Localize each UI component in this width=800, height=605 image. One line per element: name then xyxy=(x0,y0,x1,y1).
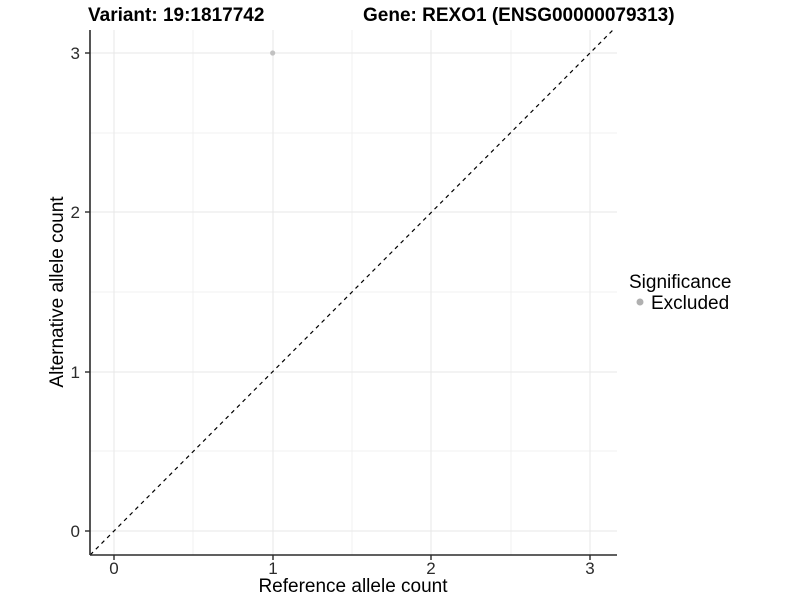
y-tick-0: 0 xyxy=(71,522,80,541)
x-tick-2: 2 xyxy=(426,559,435,578)
data-point xyxy=(270,50,276,56)
y-tick-2: 2 xyxy=(71,203,80,222)
x-axis-tick-labels: 0 1 2 3 xyxy=(109,559,594,578)
x-axis-title: Reference allele count xyxy=(258,576,448,597)
y-axis-title: Alternative allele count xyxy=(47,196,68,388)
legend-item-label: Excluded xyxy=(651,293,729,314)
legend: Significance Excluded xyxy=(629,272,731,314)
legend-key-dot-icon xyxy=(636,298,644,306)
x-tick-1: 1 xyxy=(268,559,277,578)
x-tick-3: 3 xyxy=(585,559,594,578)
y-tick-1: 1 xyxy=(71,363,80,382)
y-axis-tick-labels: 0 1 2 3 xyxy=(71,44,80,541)
legend-title: Significance xyxy=(629,272,731,293)
x-tick-0: 0 xyxy=(109,559,118,578)
plot-title-gene: Gene: REXO1 (ENSG00000079313) xyxy=(363,5,675,26)
axis-lines xyxy=(89,30,617,556)
grid-minor-lines xyxy=(90,30,617,555)
y-tick-3: 3 xyxy=(71,44,80,63)
grid-major-lines xyxy=(90,30,617,555)
axis-tick-marks xyxy=(85,52,591,560)
identity-reference-line xyxy=(89,28,615,556)
data-points-layer xyxy=(270,50,276,56)
plot-title-variant: Variant: 19:1817742 xyxy=(88,5,264,26)
legend-item-excluded: Excluded xyxy=(636,293,729,314)
